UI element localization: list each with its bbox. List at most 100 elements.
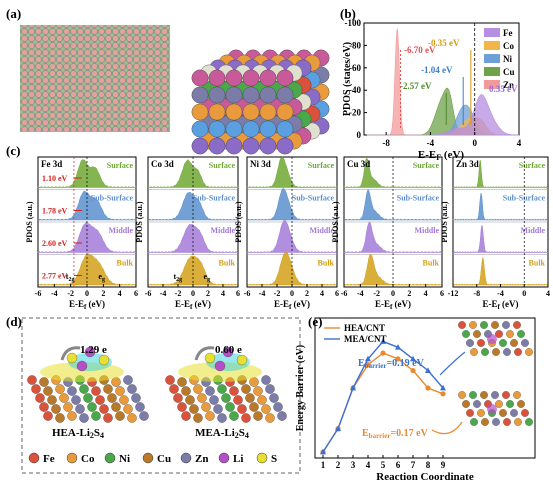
atom-sphere [242,69,260,87]
inset-atom [514,418,522,426]
metal-atom [173,393,183,403]
metal-atom [273,402,283,412]
atom-sphere [208,137,226,155]
pdos-legend: Fe Co Ni Cu Zn [484,28,515,90]
inset-atom [517,400,525,408]
layer-label: Surface [519,161,546,170]
layer-label: Surface [308,161,335,170]
layer-label: Middle [521,226,546,235]
barrier-x-tick: 5 [381,460,386,470]
metal-atom [237,404,247,414]
inset-atom [517,330,525,338]
subplot-x-tick: 0 [191,289,195,298]
inset-atom [510,339,518,347]
atom-sphere [259,86,277,104]
subplot-x-tick: -2 [67,289,74,298]
inset-atom [499,339,507,347]
subplot-x-tick: -4 [259,289,266,298]
barrier-x-tick: 2 [336,460,341,470]
subplot-x-tick: 0 [85,289,89,298]
inset-atom [510,409,518,417]
pdos-y-tick: -80 [349,40,361,50]
hea-li2s4-structure [27,346,149,423]
subplot-title: Zn 3d [456,159,479,169]
band-gap-label: 1.78 eV [42,207,68,216]
atom-sphere [242,86,260,104]
pdos-x-tick: -4 [427,138,435,148]
metal-atom [31,384,41,394]
subplot-x-tick: 2 [407,289,411,298]
inset-atom [462,330,470,338]
metal-atom [201,402,211,412]
atom-sphere [225,103,243,121]
subplot-title: Fe 3d [41,159,62,169]
pdos-peak-label: -6.70 eV [404,45,436,55]
metal-atom [233,395,243,405]
subplot-x-tick: -4 [497,289,504,298]
metal-atom [127,413,137,423]
inset-atom [525,418,533,426]
metal-atom [51,404,61,414]
atom-sphere [208,103,226,121]
metal-atom [103,384,113,394]
metal-atom [245,393,255,403]
metal-atom [39,377,49,387]
inset-atom [462,400,470,408]
pdos-x-ticks: -8 -4 0 4 [382,132,522,148]
subplot-cu-3d: Surface Sub-Surface Middle Bulk Cu 3d -6 -4 -2 0… [331,156,444,311]
metal-atom [135,402,145,412]
metal-atom [265,384,275,394]
inset-atom [481,348,489,356]
inset-atom [492,348,500,356]
inset-atom [473,400,481,408]
layer-label: Sub-Surface [397,194,440,203]
barrier-point [380,338,386,344]
adsorbate-atom [204,352,216,364]
metal-atom [229,386,239,396]
mea-charge-arrow [194,346,215,361]
metal-atom [221,393,231,403]
metal-atom [71,395,81,405]
subplot-x-tick: 2 [101,289,105,298]
subplot-x-tick: 2 [206,289,210,298]
inset-atom [495,400,503,408]
atom-legend-label: Li [233,453,243,465]
metal-atom [213,404,223,414]
panel-d-label: (d) [6,314,22,329]
barrier-x-tick: 3 [351,460,356,470]
inset-atom [514,348,522,356]
t2g-label: t2g [174,272,183,283]
inset-atom [458,321,466,329]
inset-atom [466,339,474,347]
metal-atom [55,413,65,423]
mea-caption: MEA-Li2S4 [195,427,249,440]
atom-legend-label: Ni [119,453,130,465]
subplot-ni-3d: Surface Sub-Surface Middle Bulk Ni 3d -6 -4 -2 0… [234,156,339,311]
band-gap-label: 2.60 eV [42,239,68,248]
metal-atom [75,404,85,414]
subplot-x-tick: 6 [335,289,339,298]
barrier-point [350,384,356,391]
metal-atom [39,402,49,412]
metal-atom [193,413,203,423]
pdos-y-tick: -40 [349,85,361,95]
metal-atom [277,411,287,421]
subplot-x-tick: -2 [175,289,182,298]
metal-atom [91,411,101,421]
atom-sphere [242,137,260,155]
barrier-x-tick: 4 [366,460,371,470]
inset-atom [502,321,510,329]
metal-atom [43,386,53,396]
metal-atom [43,411,53,421]
mea-charge-transfer: 0.60 e [215,344,242,356]
subplot-x-tick: 0 [290,289,294,298]
metal-atom [165,375,175,385]
atom-sphere [259,120,277,138]
metal-atom [177,402,187,412]
barrier-x-tick: 1 [321,460,326,470]
barrier-point [440,391,446,397]
band-gap-label: 1.10 eV [42,174,68,183]
barrier-plot-frame [314,317,536,459]
atom-legend-swatch [180,452,192,464]
